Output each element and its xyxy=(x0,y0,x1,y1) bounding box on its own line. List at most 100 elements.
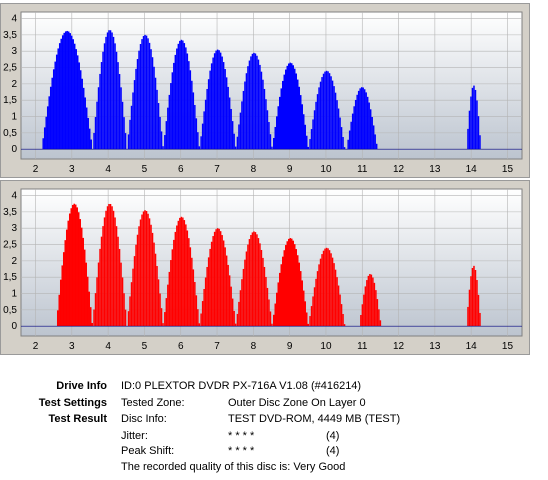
data-bar xyxy=(129,119,131,150)
y-tick-label: 2,5 xyxy=(3,63,17,74)
data-bar xyxy=(374,134,376,150)
data-bar xyxy=(303,114,305,150)
data-bar xyxy=(192,269,195,327)
data-bar xyxy=(283,250,285,327)
data-bar xyxy=(339,117,341,150)
data-bar xyxy=(139,44,142,150)
data-bar xyxy=(69,33,71,150)
data-bar xyxy=(253,52,255,150)
data-bar xyxy=(207,79,210,150)
data-bar xyxy=(268,122,270,150)
data-bar xyxy=(301,104,303,150)
data-bar xyxy=(99,248,101,327)
data-bar xyxy=(271,323,273,327)
chart-top: 0 0,5 1 1,5 2 2,5 3 3,5 4 2 3 4 5 6 7 8 9 10 11 12 13 14 15 xyxy=(3,11,523,175)
data-bar xyxy=(212,57,214,150)
data-bar xyxy=(231,121,234,150)
data-bar xyxy=(470,96,472,150)
data-bar xyxy=(306,312,308,327)
data-bar xyxy=(210,63,213,150)
data-bar xyxy=(322,73,325,150)
data-bar xyxy=(294,244,296,327)
data-bar xyxy=(197,132,199,150)
data-bar xyxy=(80,227,83,327)
data-bar xyxy=(200,136,202,150)
data-hump xyxy=(200,228,237,327)
data-bar xyxy=(245,251,248,327)
x-tick-label: 6 xyxy=(178,164,184,175)
data-bar xyxy=(79,219,81,327)
data-bar xyxy=(315,278,317,327)
y-tick-label: 0,5 xyxy=(3,305,17,316)
data-bar xyxy=(124,309,127,327)
data-bar xyxy=(254,53,257,150)
data-bar xyxy=(87,117,89,150)
data-bar xyxy=(141,39,143,150)
data-bar xyxy=(348,130,351,150)
drive-info-value: ID:0 PLEXTOR DVDR PX-716A V1.08 (#416214… xyxy=(121,380,362,392)
data-hump xyxy=(56,203,93,327)
data-bar xyxy=(103,43,106,150)
data-bar xyxy=(277,282,279,327)
data-bar xyxy=(117,236,119,327)
x-tick-label: 4 xyxy=(105,341,111,352)
data-bar xyxy=(174,231,177,327)
data-hump xyxy=(93,30,127,150)
data-bar xyxy=(103,217,106,327)
data-bar xyxy=(88,291,90,327)
data-bar xyxy=(106,32,109,150)
data-bar xyxy=(315,101,317,150)
x-tick-label: 9 xyxy=(287,164,293,175)
data-bar xyxy=(185,224,187,327)
data-bar xyxy=(160,308,163,327)
data-bar xyxy=(257,238,260,327)
data-bar xyxy=(260,249,263,327)
data-bar xyxy=(138,50,140,150)
data-bar xyxy=(200,313,202,327)
data-bar xyxy=(291,238,293,327)
data-hump xyxy=(236,52,273,150)
y-tick-label: 2 xyxy=(11,256,17,267)
data-bar xyxy=(46,106,49,150)
data-bar xyxy=(62,252,65,327)
y-tick-label: 4 xyxy=(11,191,17,202)
data-bar xyxy=(52,69,55,150)
data-bar xyxy=(185,47,187,150)
data-bar xyxy=(141,214,143,327)
data-bar xyxy=(61,265,63,327)
data-bar xyxy=(251,232,254,327)
data-hump xyxy=(93,203,127,327)
data-hump xyxy=(164,216,201,327)
data-bar xyxy=(233,310,235,327)
data-bar xyxy=(359,88,361,150)
data-bar xyxy=(209,70,211,150)
data-bar xyxy=(177,220,180,327)
data-bar xyxy=(70,35,73,150)
data-bar xyxy=(129,296,131,327)
data-bar xyxy=(206,88,208,150)
data-bar xyxy=(111,206,113,327)
data-hump xyxy=(273,62,309,150)
data-bar xyxy=(160,131,163,150)
data-bar xyxy=(76,207,78,327)
data-bar xyxy=(259,64,261,150)
data-bar xyxy=(370,274,373,327)
data-bar xyxy=(313,287,316,327)
y-tick-label: 1 xyxy=(11,289,17,300)
y-tick-label: 1,5 xyxy=(3,95,17,106)
data-bar xyxy=(139,219,142,327)
data-bar xyxy=(286,65,288,150)
data-bar xyxy=(182,40,184,150)
data-bar xyxy=(165,121,168,150)
data-bar xyxy=(64,240,66,327)
x-tick-label: 14 xyxy=(466,341,478,352)
test-result-label: Test Result xyxy=(48,413,107,425)
data-bar xyxy=(144,34,146,150)
data-bar xyxy=(188,238,190,327)
data-bar xyxy=(195,118,198,150)
data-bar xyxy=(372,125,375,150)
data-bar xyxy=(133,256,136,327)
data-bar xyxy=(73,203,75,327)
data-bar xyxy=(174,54,177,150)
y-tick-label: 2 xyxy=(11,79,17,90)
